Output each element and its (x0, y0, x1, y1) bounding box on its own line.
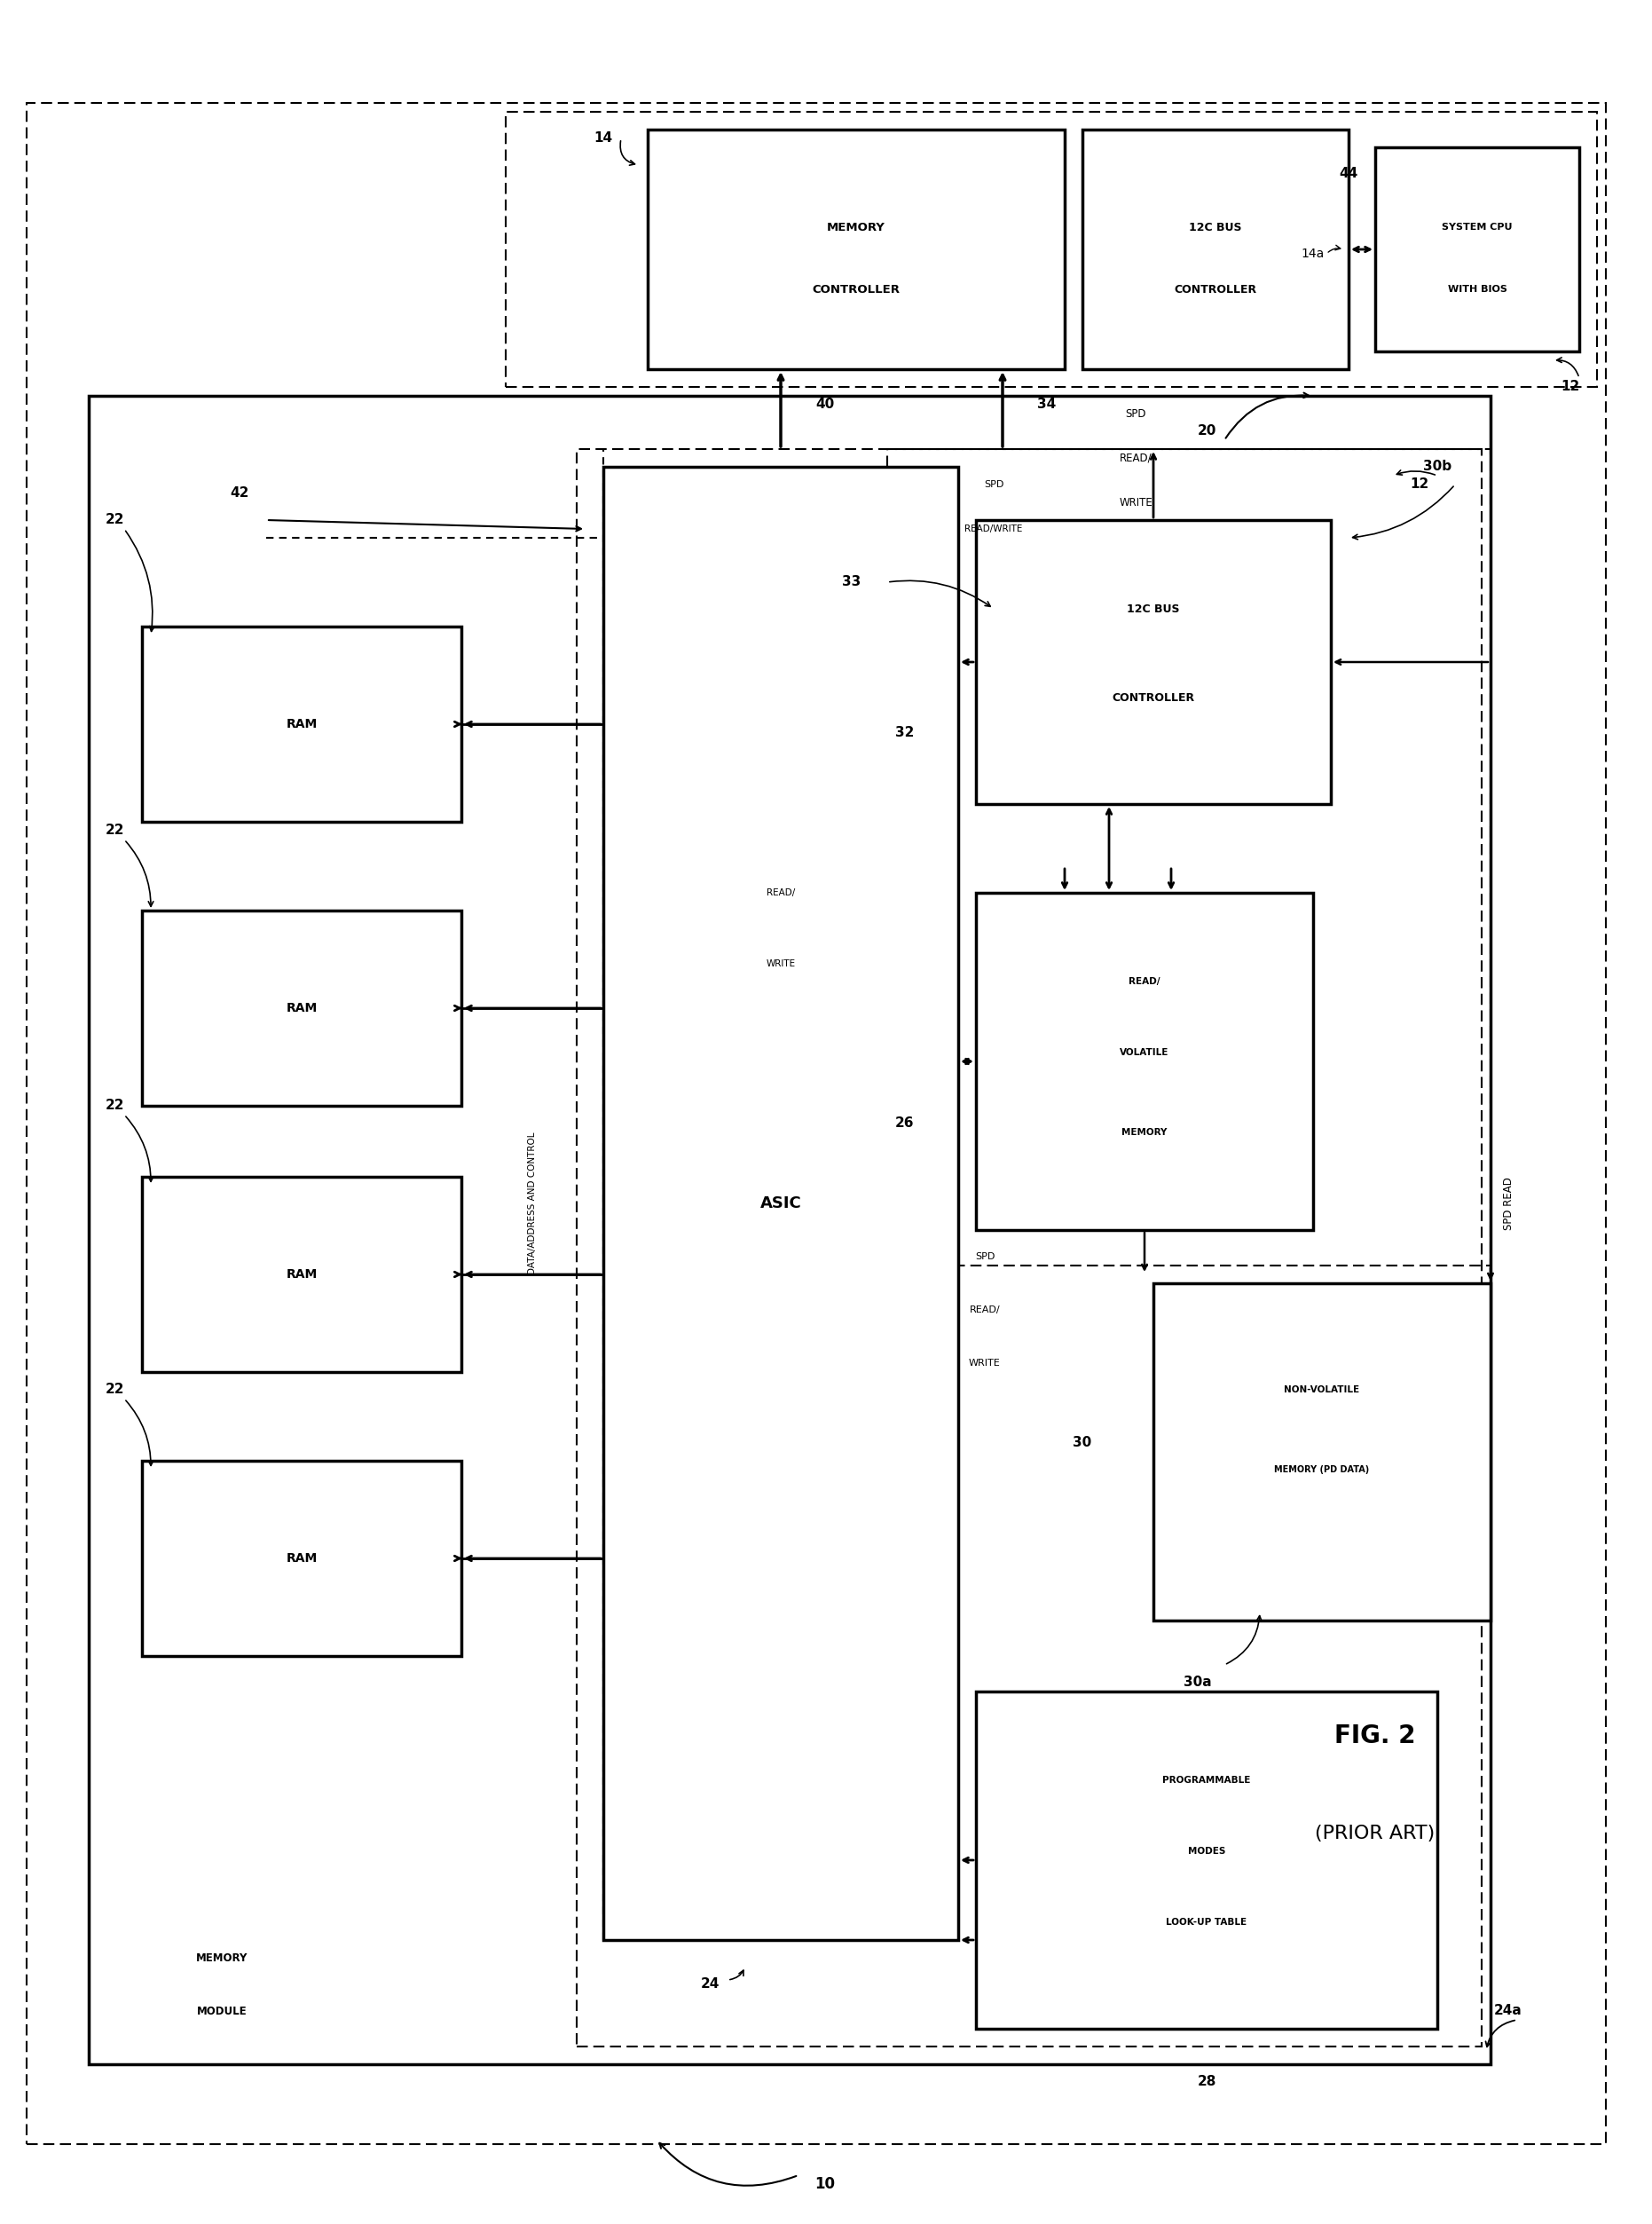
Text: CONTROLLER: CONTROLLER (813, 282, 900, 296)
Text: 12C BUS: 12C BUS (1189, 222, 1242, 234)
Text: ASIC: ASIC (760, 1197, 801, 1212)
Text: SPD: SPD (983, 480, 1004, 489)
Text: VOLATILE: VOLATILE (1120, 1048, 1170, 1056)
Text: 14a: 14a (1302, 247, 1325, 260)
Text: 10: 10 (814, 2175, 836, 2193)
Text: READ/: READ/ (767, 887, 795, 896)
Text: (PRIOR ART): (PRIOR ART) (1315, 1824, 1436, 1841)
Text: READ/: READ/ (1128, 976, 1160, 985)
Text: 12: 12 (1411, 478, 1429, 492)
Text: 32: 32 (895, 727, 915, 741)
Bar (89, 396, 1490, 2064)
Bar (142, 627, 461, 823)
Text: 42: 42 (230, 487, 249, 500)
Text: SYSTEM CPU: SYSTEM CPU (1442, 222, 1513, 231)
Bar (603, 467, 958, 1939)
Text: FIG. 2: FIG. 2 (1335, 1724, 1416, 1748)
Text: MEMORY (PD DATA): MEMORY (PD DATA) (1274, 1466, 1370, 1475)
Bar (976, 1692, 1437, 2028)
Text: 30a: 30a (1184, 1677, 1213, 1690)
Text: SPD: SPD (975, 1252, 995, 1261)
Text: 30b: 30b (1422, 460, 1452, 474)
Text: 22: 22 (106, 1383, 126, 1397)
Text: 40: 40 (816, 398, 834, 411)
Text: 22: 22 (106, 1099, 126, 1112)
Bar (506, 111, 1597, 387)
Text: 24a: 24a (1493, 2004, 1523, 2017)
Text: READ/: READ/ (1120, 451, 1151, 463)
Text: 44: 44 (1340, 167, 1358, 180)
Bar (142, 1176, 461, 1372)
Bar (1374, 147, 1579, 351)
Bar (887, 449, 1490, 1265)
Text: MODES: MODES (1188, 1846, 1226, 1855)
Bar (976, 520, 1332, 805)
Text: 33: 33 (843, 576, 861, 589)
Text: 14: 14 (595, 131, 613, 145)
Text: RAM: RAM (286, 1552, 317, 1566)
Text: READ/: READ/ (970, 1305, 999, 1314)
Text: 20: 20 (1198, 425, 1216, 438)
Text: RAM: RAM (286, 1003, 317, 1014)
Text: RAM: RAM (286, 718, 317, 729)
Bar (142, 1461, 461, 1657)
Text: WRITE: WRITE (1118, 496, 1153, 507)
Text: PROGRAMMABLE: PROGRAMMABLE (1163, 1775, 1251, 1784)
Text: MEMORY: MEMORY (1122, 1128, 1168, 1136)
Text: 26: 26 (895, 1116, 915, 1130)
Text: MEMORY: MEMORY (828, 222, 885, 234)
Text: WRITE: WRITE (767, 959, 796, 967)
Bar (648, 129, 1064, 369)
Bar (976, 892, 1313, 1230)
Text: SPD: SPD (1125, 407, 1146, 420)
Bar (1082, 129, 1348, 369)
Text: NON-VOLATILE: NON-VOLATILE (1284, 1386, 1360, 1394)
Text: 24: 24 (700, 1977, 719, 1990)
Text: MODULE: MODULE (197, 2006, 246, 2017)
Text: 28: 28 (1198, 2075, 1216, 2088)
Text: 22: 22 (106, 514, 126, 527)
Text: MEMORY: MEMORY (197, 1953, 248, 1964)
Bar (1153, 1283, 1490, 1621)
Text: CONTROLLER: CONTROLLER (1112, 692, 1194, 703)
Text: RAM: RAM (286, 1268, 317, 1281)
Text: CONTROLLER: CONTROLLER (1175, 282, 1257, 296)
Bar (142, 910, 461, 1105)
Text: 34: 34 (1037, 398, 1056, 411)
Text: LOOK-UP TABLE: LOOK-UP TABLE (1166, 1917, 1247, 1926)
Text: 12: 12 (1561, 380, 1579, 394)
Text: DATA/ADDRESS AND CONTROL: DATA/ADDRESS AND CONTROL (529, 1132, 537, 1274)
Text: READ/WRITE: READ/WRITE (965, 525, 1023, 534)
Bar (577, 449, 1482, 2046)
Text: 12C BUS: 12C BUS (1127, 603, 1180, 614)
Text: WITH BIOS: WITH BIOS (1447, 285, 1507, 294)
Text: SPD READ: SPD READ (1503, 1176, 1513, 1230)
Text: WRITE: WRITE (970, 1359, 1001, 1368)
Text: 30: 30 (1074, 1437, 1092, 1450)
Text: 22: 22 (106, 825, 126, 836)
